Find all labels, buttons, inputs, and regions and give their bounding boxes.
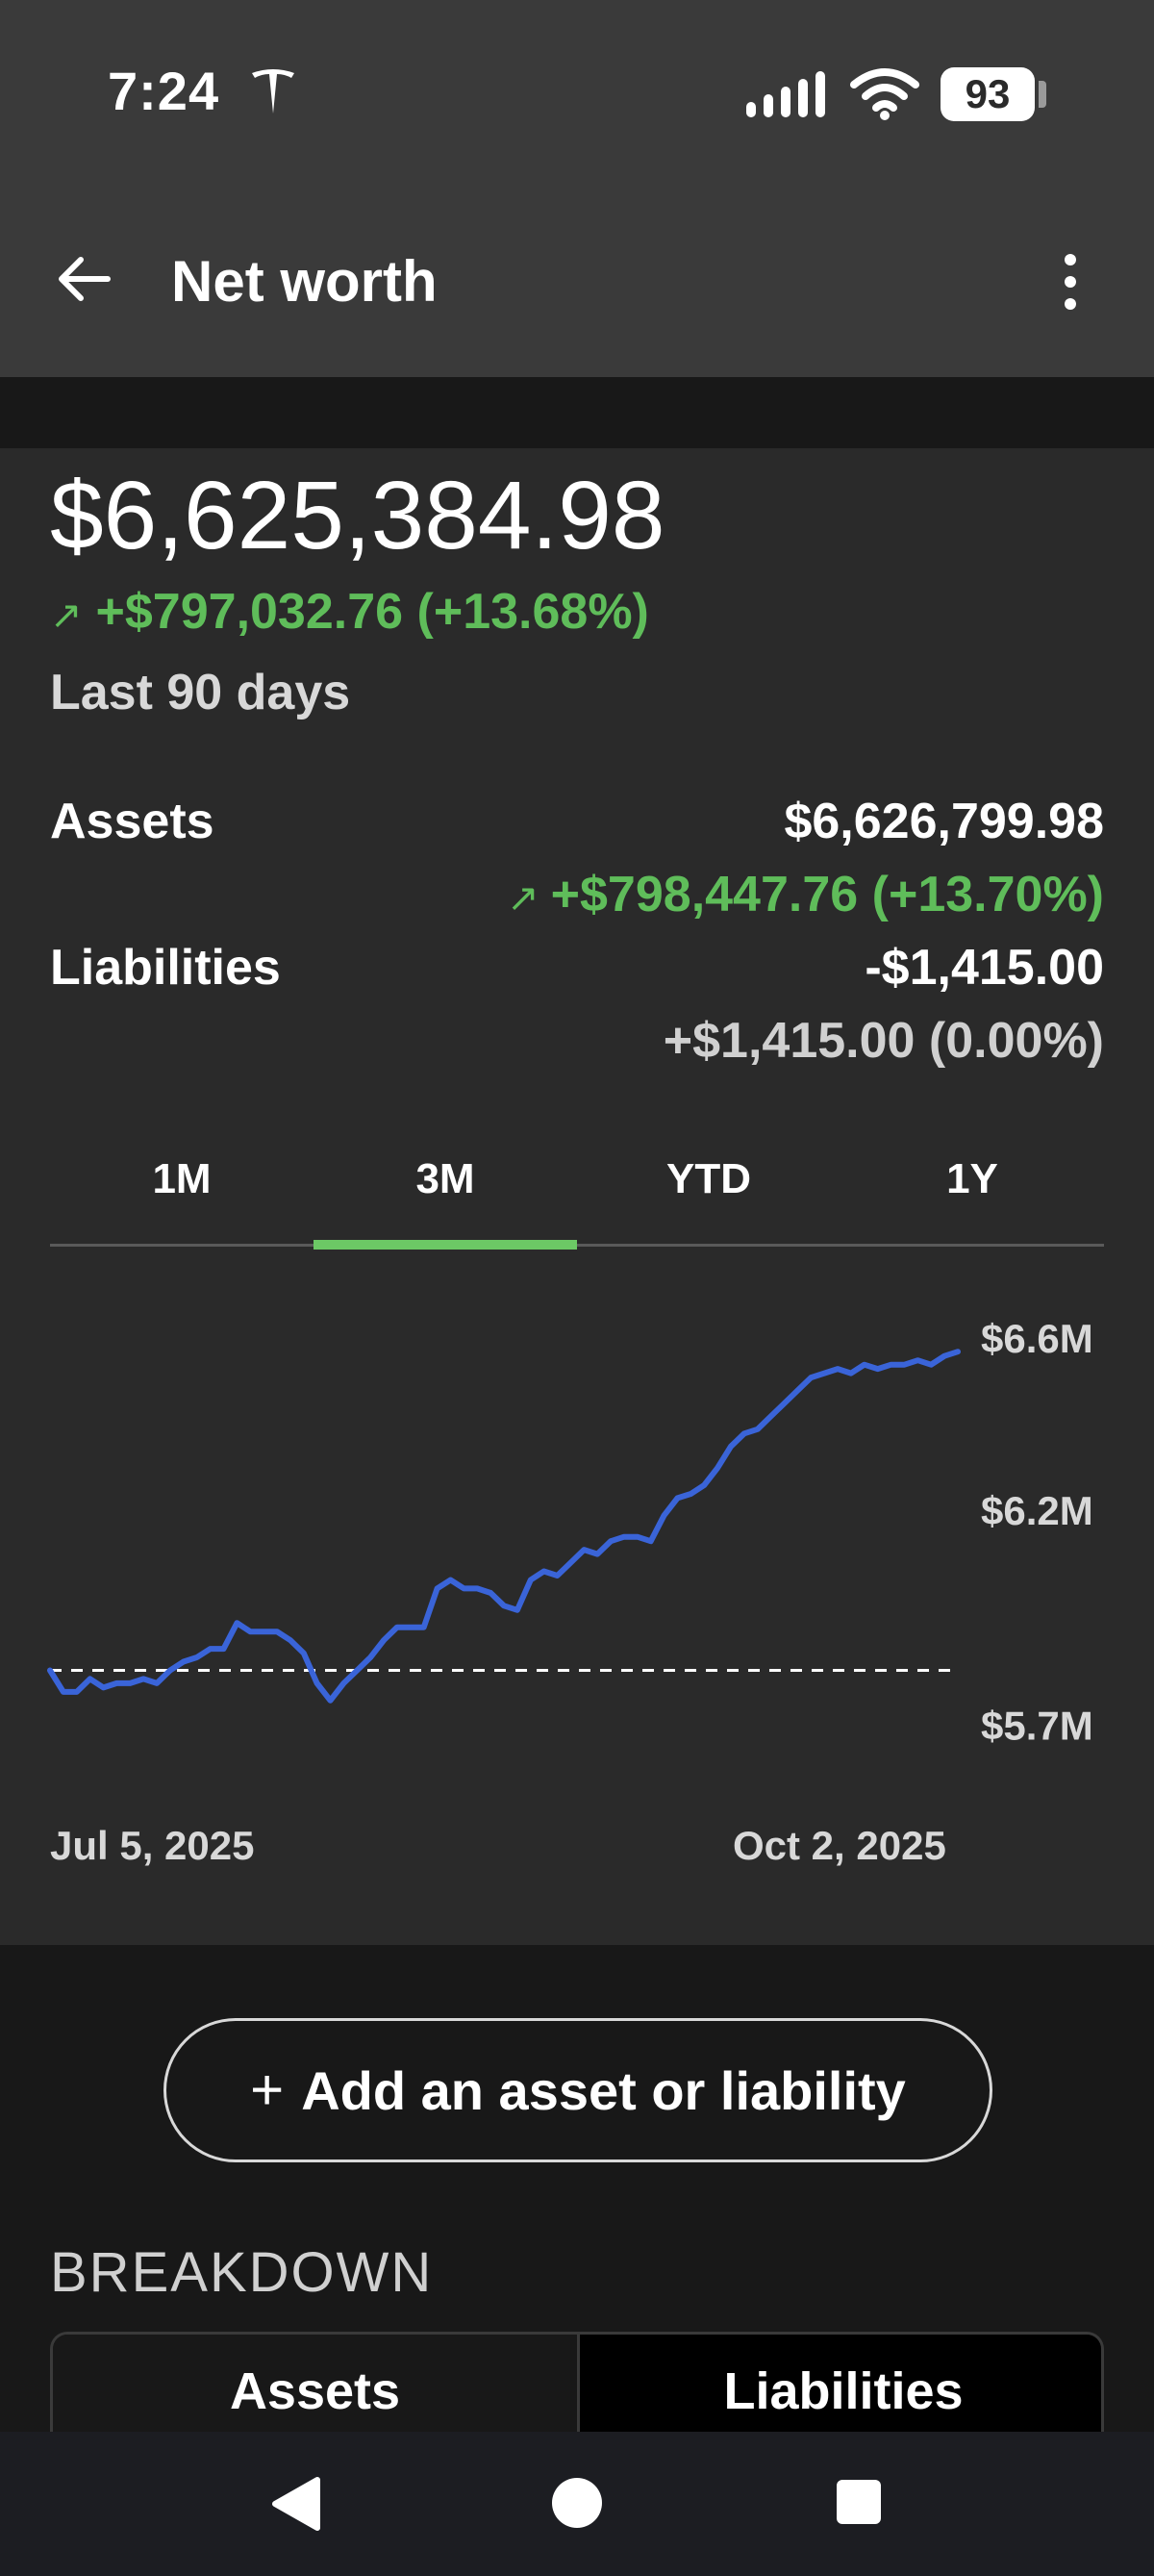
wifi-icon [850,68,919,120]
net-worth-change-text: +$797,032.76 (+13.68%) [95,584,649,640]
header-divider [0,377,1154,448]
page-title: Net worth [171,249,438,314]
series-line [47,1349,961,1704]
battery-tip [1039,81,1046,108]
tab-1y[interactable]: 1Y [946,1155,998,1202]
y-tick-label: $6.6M [981,1316,1093,1361]
top-bar: 7:24 93 Net worth [0,0,1154,377]
segment-assets[interactable]: Assets [53,2335,580,2437]
nav-recents-icon[interactable] [835,2478,883,2526]
y-tick-label: $5.7M [981,1704,1093,1749]
more-vertical-icon[interactable] [1056,252,1085,312]
battery-icon: 93 [941,67,1035,121]
assets-change-text: +$798,447.76 (+13.70%) [550,867,1104,922]
tesla-icon [252,69,294,114]
x-end-label: Oct 2, 2025 [733,1823,946,1868]
trend-up-icon: ↗ [507,877,539,920]
net-worth-card: $6,625,384.98 ↗ +$797,032.76 (+13.68%) La… [0,448,1154,1945]
nav-home-icon[interactable] [550,2476,604,2530]
net-worth-value: $6,625,384.98 [50,462,665,569]
nav-back-icon[interactable] [267,2474,323,2534]
breakdown-segmented-control: Assets Liabilities [50,2332,1104,2437]
x-start-label: Jul 5, 2025 [50,1823,255,1868]
signal-icon [746,71,825,117]
assets-label: Assets [50,794,214,849]
period-label: Last 90 days [50,665,351,720]
range-tabs: 1M 3M YTD 1Y [50,1131,1104,1250]
plus-icon: + [250,2058,285,2122]
assets-value: $6,626,799.98 [784,794,1104,849]
breakdown-title: BREAKDOWN [50,2241,434,2304]
segment-liabilities[interactable]: Liabilities [580,2335,1101,2437]
back-arrow-icon[interactable] [54,248,115,310]
net-worth-change: ↗ +$797,032.76 (+13.68%) [50,581,649,646]
add-button-label: Add an asset or liability [301,2060,906,2121]
y-tick-label: $6.2M [981,1488,1093,1533]
trend-up-icon: ↗ [50,594,83,637]
system-nav-bar [0,2432,1154,2576]
assets-change: ↗ +$798,447.76 (+13.70%) [507,864,1104,929]
add-asset-or-liability-button[interactable]: + Add an asset or liability [163,2018,992,2162]
tab-3m[interactable]: 3M [314,1131,577,1250]
liabilities-label: Liabilities [50,940,281,996]
net-worth-chart: $6.6M $6.2M $5.7M [47,1316,1093,1749]
liabilities-value: -$1,415.00 [865,940,1104,996]
status-time: 7:24 [108,61,220,121]
battery-level: 93 [941,67,1035,121]
tab-ytd[interactable]: YTD [666,1155,751,1202]
tab-1m[interactable]: 1M [152,1155,212,1202]
liabilities-change: +$1,415.00 (0.00%) [663,1013,1104,1069]
